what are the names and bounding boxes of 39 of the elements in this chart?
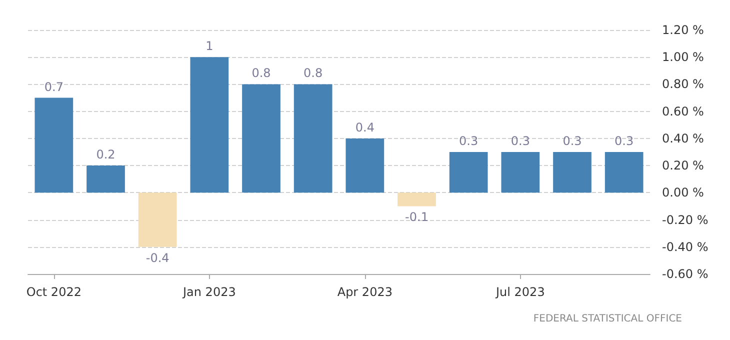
y-tick-label: 1.00 % (662, 50, 704, 64)
y-tick-label: -0.60 % (662, 267, 708, 281)
data-label: 0.2 (96, 148, 116, 162)
bar (501, 152, 540, 193)
data-label: 0.8 (304, 66, 323, 80)
bar (34, 98, 74, 193)
x-tick-label: Jan 2023 (182, 285, 236, 299)
bar (242, 84, 280, 193)
y-tick-label: 0.80 % (662, 77, 704, 92)
y-tick-label: -0.20 % (662, 212, 708, 227)
data-label: 0.3 (510, 134, 530, 148)
y-tick-label: 0.40 % (662, 131, 704, 146)
bar (604, 152, 644, 193)
y-tick-label: 0.00 % (662, 186, 704, 200)
text: FEDERAL STATISTICAL OFFICE (533, 314, 682, 324)
x-tick-label: Jul 2023 (494, 285, 545, 299)
bar (294, 84, 332, 193)
data-label: -0.1 (405, 210, 428, 224)
y-tick-label: 0.20 % (662, 158, 704, 173)
bar (553, 152, 592, 193)
bar (449, 152, 488, 193)
data-label: -0.4 (146, 250, 170, 265)
data-label: 0.7 (44, 80, 64, 94)
data-label: 0.4 (355, 120, 374, 134)
x-tick-label: Apr 2023 (337, 285, 392, 299)
bar (346, 138, 384, 193)
y-tick-label: 1.20 % (662, 23, 704, 37)
data-label: 1 (206, 39, 214, 54)
bar (138, 192, 177, 247)
bar (190, 57, 229, 193)
y-tick-label: -0.40 % (662, 240, 708, 254)
x-tick-label: Oct 2022 (26, 285, 82, 299)
y-tick-label: 0.60 % (662, 104, 704, 118)
data-label: 0.3 (562, 134, 582, 148)
bar (398, 192, 436, 206)
data-label: 0.3 (459, 134, 478, 148)
data-label: 0.3 (614, 134, 634, 148)
data-label: 0.8 (252, 66, 271, 80)
bar (86, 166, 125, 193)
